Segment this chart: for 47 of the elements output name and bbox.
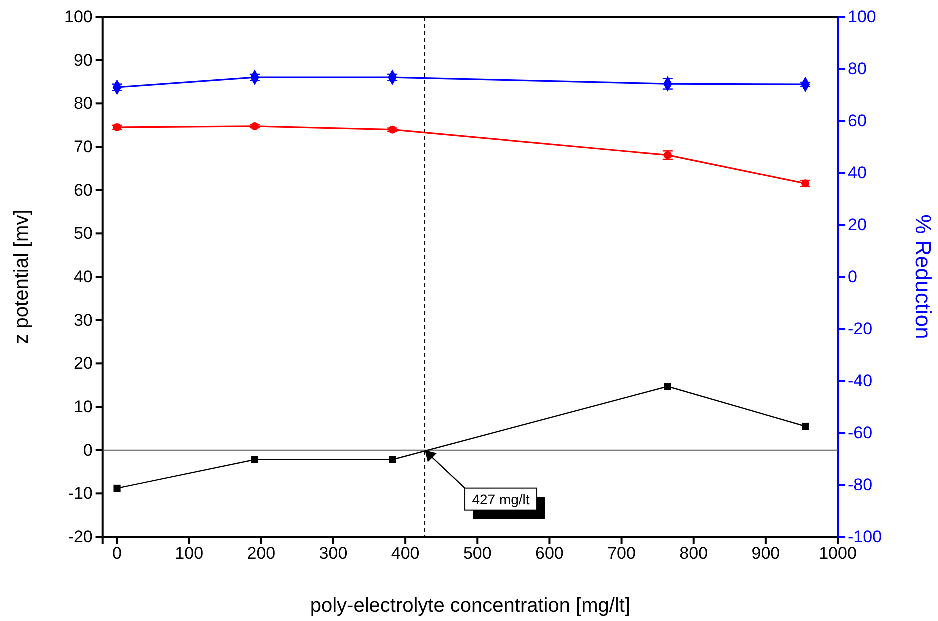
x-tick-label: 200: [247, 544, 276, 564]
x-tick-label: 1000: [819, 544, 857, 564]
y-tick-label: 30: [74, 310, 93, 330]
x-tick-label: 100: [175, 544, 204, 564]
y-tick-label: 60: [74, 180, 93, 200]
point: [114, 484, 121, 492]
y2-tick-label: 0: [848, 267, 858, 286]
y2-tick-label: -20: [848, 319, 873, 338]
point: [802, 422, 810, 430]
x-tick-label: 600: [536, 544, 564, 564]
annotation: 427 mg/lt: [472, 491, 530, 508]
y-tick-label: 50: [74, 224, 93, 244]
y-tick-label: 90: [74, 50, 93, 70]
point: [251, 456, 258, 464]
y-axis-title: z potential [mv]: [11, 210, 33, 344]
point: [388, 126, 397, 134]
y2-tick-label: 80: [848, 59, 867, 78]
x-tick-label: 800: [680, 544, 708, 564]
point: [250, 122, 259, 130]
y2-axis-title: % Reduction: [911, 214, 936, 340]
y-tick-label: -10: [68, 484, 93, 504]
y2-tick-label: 100: [848, 7, 876, 26]
y-tick-label: 80: [74, 94, 93, 114]
point: [389, 456, 396, 464]
y-tick-label: 70: [74, 137, 93, 156]
y2-tick-label: -80: [848, 475, 873, 494]
point: [664, 383, 672, 390]
x-tick-label: 400: [391, 544, 420, 564]
y-tick-label: 40: [74, 267, 93, 286]
y-tick-label: 20: [74, 354, 93, 374]
point: [802, 180, 810, 188]
y-tick-label: -20: [68, 527, 93, 546]
x-tick-label: 500: [463, 544, 492, 564]
y2-tick-label: -40: [848, 371, 873, 390]
y-tick-label: 10: [74, 397, 93, 416]
y2-tick-label: -100: [848, 527, 882, 546]
x-tick-label: 300: [319, 544, 348, 564]
x-tick-label: 0: [112, 544, 122, 564]
y2-tick-label: 20: [848, 215, 867, 234]
y2-tick-label: 60: [848, 111, 867, 130]
y2-tick-label: -60: [848, 423, 873, 442]
x-axis-title: poly-electrolyte concentration [mg/lt]: [310, 595, 631, 617]
y-tick-label: 100: [64, 7, 93, 26]
y2-tick-label: 40: [848, 163, 867, 182]
y-tick-label: 0: [83, 440, 93, 460]
x-tick-label: 700: [608, 544, 636, 564]
x-tick-label: 900: [752, 544, 780, 564]
